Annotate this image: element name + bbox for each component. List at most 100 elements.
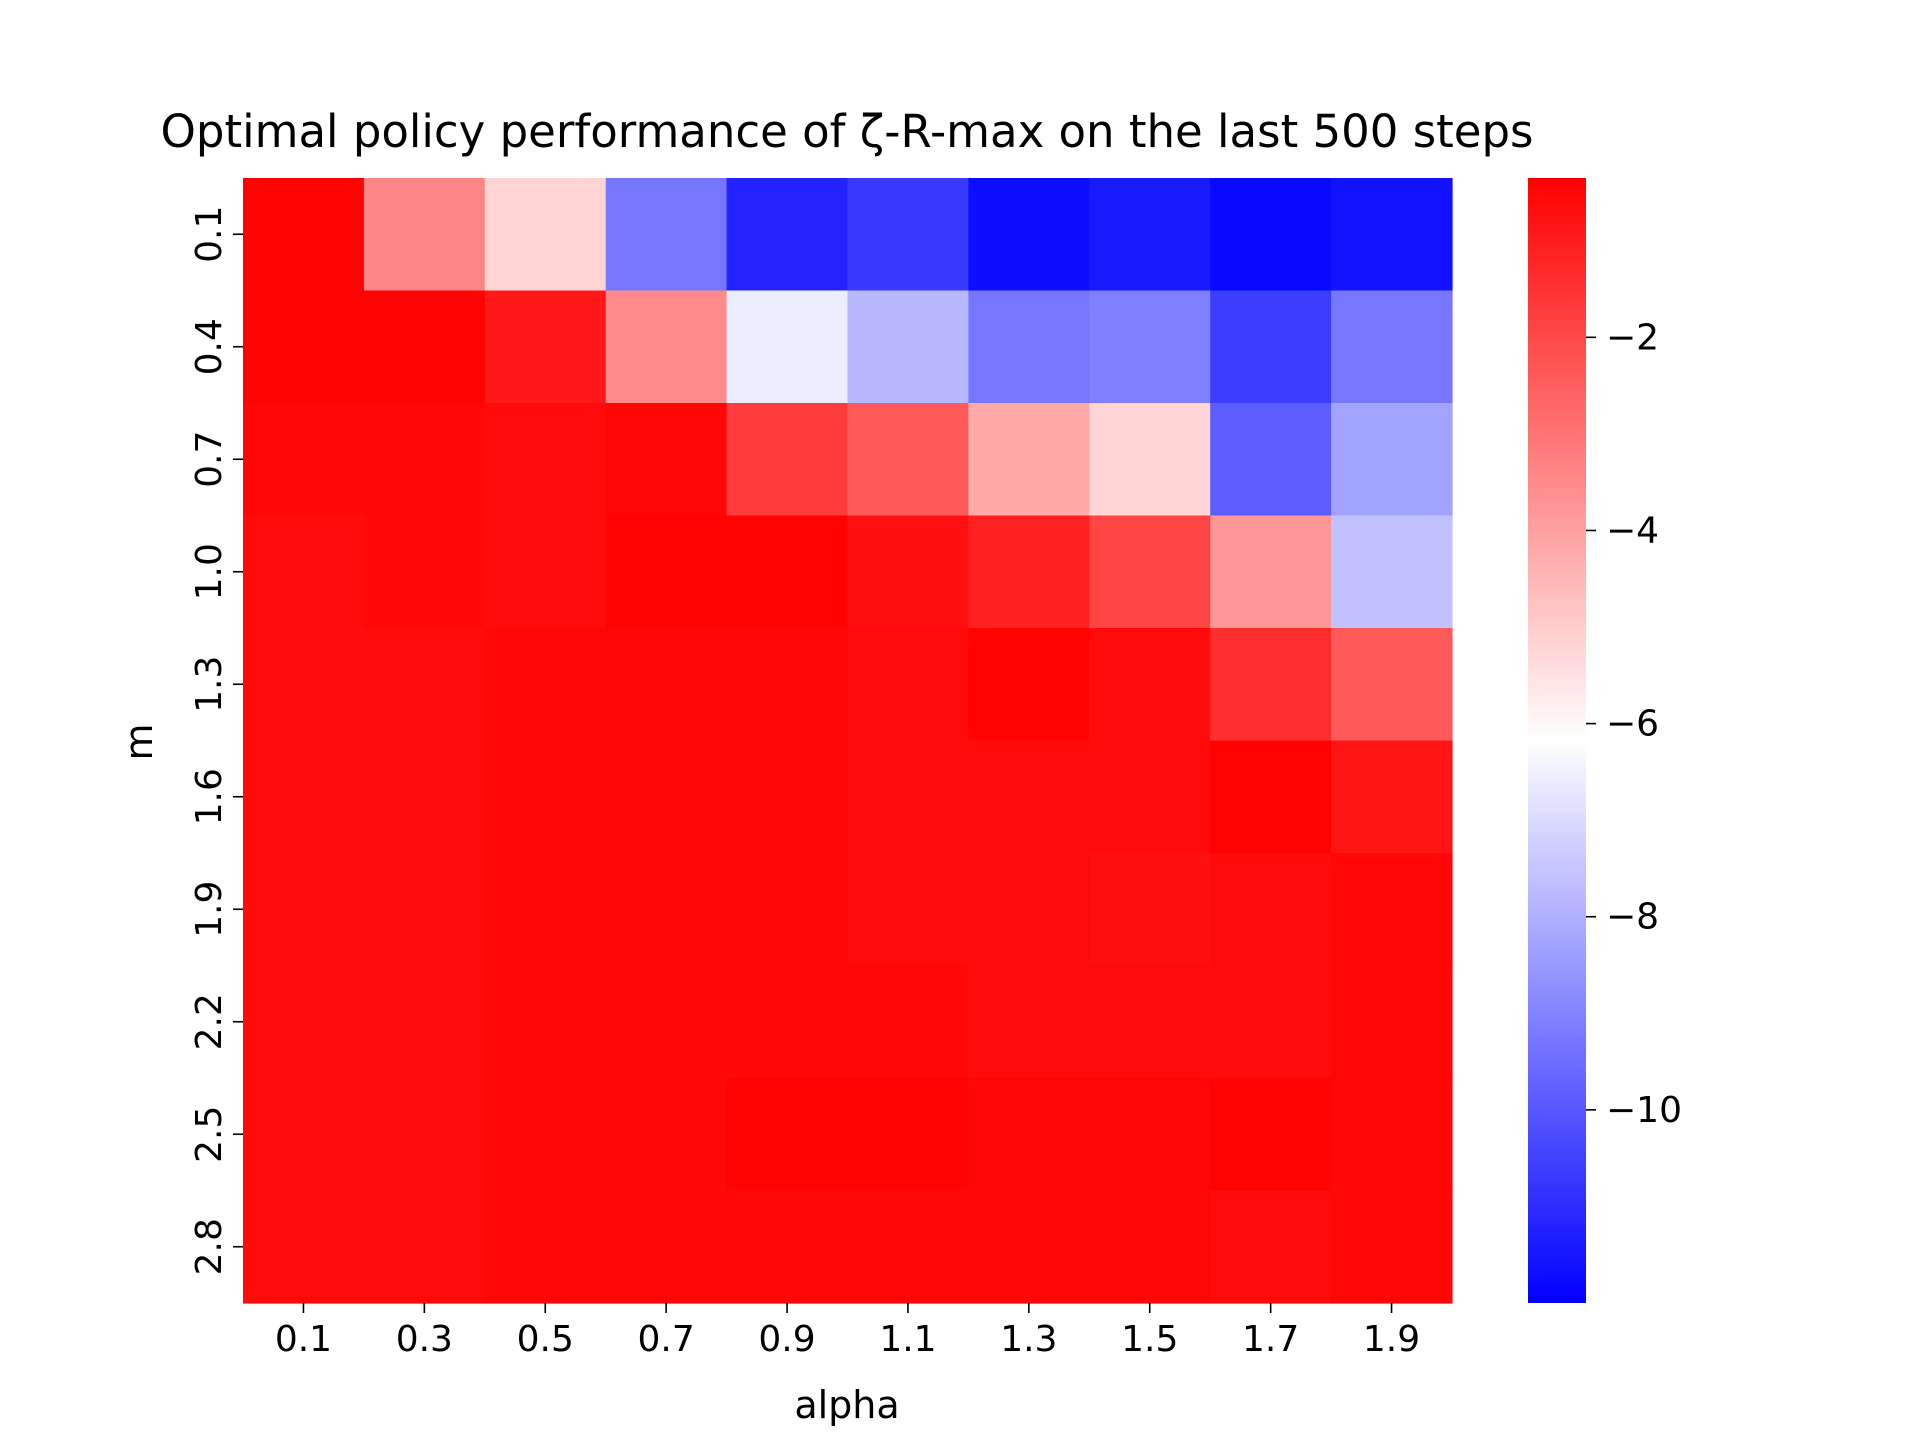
colorbar (1528, 178, 1586, 1303)
y-tick-label: 0.4 (189, 318, 230, 375)
heatmap-cell (484, 290, 607, 404)
heatmap-cell (243, 515, 365, 629)
heatmap-cell (484, 178, 607, 292)
heatmap-cell (243, 965, 365, 1079)
heatmap-cell (484, 1190, 607, 1304)
heatmap-cell (363, 965, 486, 1079)
heatmap-cell (1331, 628, 1453, 742)
heatmap-cell (1210, 965, 1332, 1079)
heatmap-cell (1331, 403, 1453, 517)
heatmap-cell (1210, 290, 1332, 404)
x-tick-label: 1.7 (1242, 1319, 1299, 1360)
colorbar-tick-label: −4 (1606, 510, 1659, 551)
heatmap-cell (484, 628, 607, 742)
heatmap-cell (1210, 853, 1332, 967)
heatmap-cell (968, 1190, 1090, 1304)
y-tick-label: 2.2 (189, 993, 230, 1050)
heatmap-cell (968, 403, 1090, 517)
heatmap-cell (605, 515, 728, 629)
heatmap-cell (363, 1190, 486, 1304)
heatmap-cell (1089, 403, 1211, 517)
x-tick-label: 1.1 (879, 1319, 936, 1360)
heatmap-cell (726, 628, 849, 742)
heatmap-cell (243, 628, 365, 742)
y-tick-label: 2.8 (189, 1218, 230, 1275)
x-tick-label: 1.5 (1121, 1319, 1178, 1360)
heatmap-cell (605, 740, 728, 854)
heatmap-cell (605, 1078, 728, 1192)
heatmap-cell (1210, 178, 1332, 292)
heatmap-cell (605, 178, 728, 292)
heatmap-cell (363, 1078, 486, 1192)
heatmap-cell (847, 1190, 969, 1304)
heatmap-cell (847, 290, 969, 404)
heatmap-cell (1331, 178, 1453, 292)
heatmap-cell (1331, 515, 1453, 629)
heatmap-cell (1089, 1078, 1211, 1192)
heatmap-cell (1210, 628, 1332, 742)
heatmap-cell (484, 403, 607, 517)
heatmap-cell (968, 1078, 1090, 1192)
colorbar-tick-label: −8 (1606, 897, 1659, 938)
y-axis-label: m (117, 723, 161, 760)
heatmap-cell (1089, 290, 1211, 404)
heatmap-cell (484, 740, 607, 854)
heatmap-cell (363, 515, 486, 629)
heatmap-cell (847, 740, 969, 854)
heatmap-cell (847, 853, 969, 967)
heatmap-cell (847, 1078, 969, 1192)
y-tick-label: 1.0 (189, 543, 230, 600)
heatmap-cell (243, 403, 365, 517)
heatmap-cell (243, 853, 365, 967)
heatmap-cell (363, 628, 486, 742)
x-tick-label: 1.3 (1000, 1319, 1057, 1360)
x-tick-label: 1.9 (1363, 1319, 1420, 1360)
heatmap-cell (243, 1078, 365, 1192)
heatmap-cell (726, 290, 849, 404)
y-tick-label: 0.7 (189, 431, 230, 488)
heatmap-cell (847, 628, 969, 742)
x-tick-label: 0.7 (638, 1319, 695, 1360)
heatmap-cell (847, 965, 969, 1079)
heatmap-cell (484, 965, 607, 1079)
heatmap-cell (968, 290, 1090, 404)
heatmap-cell (968, 178, 1090, 292)
heatmap-cell (1331, 290, 1453, 404)
heatmap-cell (363, 853, 486, 967)
y-axis-ticks: 0.1 0.4 0.7 1.0 1.3 1.6 1.9 2.2 2.5 2.8 (189, 206, 243, 1275)
heatmap-cell (726, 178, 849, 292)
colorbar-tick-label: −10 (1606, 1090, 1682, 1131)
heatmap-cell (1210, 1190, 1332, 1304)
y-tick-label: 2.5 (189, 1106, 230, 1163)
heatmap-cell (968, 853, 1090, 967)
heatmap-cell (605, 290, 728, 404)
heatmap-cell (243, 178, 365, 292)
x-axis-ticks: 0.1 0.3 0.5 0.7 0.9 1.1 1.3 1.5 1.7 1.9 (275, 1303, 1420, 1360)
heatmap-cell (726, 740, 849, 854)
y-tick-label: 1.6 (189, 768, 230, 825)
heatmap-cell (847, 178, 969, 292)
heatmap-cell (1089, 740, 1211, 854)
heatmap-cell (1089, 628, 1211, 742)
heatmap-cell (1089, 1190, 1211, 1304)
heatmap-cell (847, 403, 969, 517)
x-tick-label: 0.9 (758, 1319, 815, 1360)
y-tick-label: 1.9 (189, 881, 230, 938)
heatmap-cell (1210, 1078, 1332, 1192)
heatmap-cell (605, 403, 728, 517)
heatmap-cell (726, 853, 849, 967)
heatmap-cell (968, 965, 1090, 1079)
heatmap-cell (484, 1078, 607, 1192)
heatmap-cell (605, 1190, 728, 1304)
y-tick-label: 1.3 (189, 656, 230, 713)
heatmap-cell (968, 740, 1090, 854)
x-tick-label: 0.3 (396, 1319, 453, 1360)
heatmap-cell (1331, 1190, 1453, 1304)
colorbar-ticks: −2 −4 −6 −8 −10 (1586, 317, 1682, 1131)
heatmap-cell (363, 740, 486, 854)
heatmap-cell (605, 965, 728, 1079)
heatmap-cell (968, 515, 1090, 629)
heatmap-cell (968, 628, 1090, 742)
heatmap-cell (243, 1190, 365, 1304)
